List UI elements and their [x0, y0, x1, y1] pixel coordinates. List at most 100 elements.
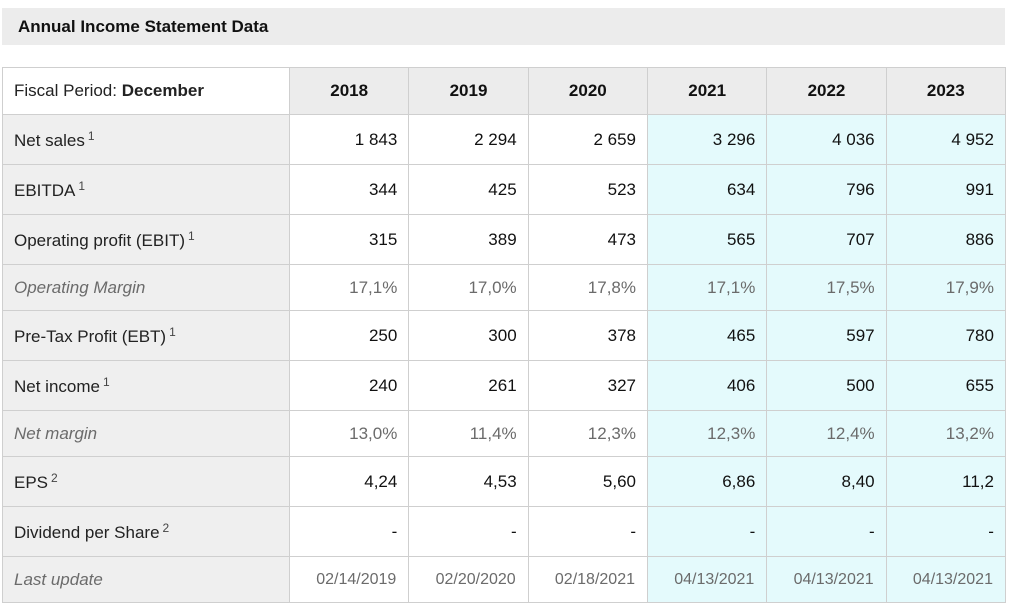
value-cell: 8,40: [766, 456, 887, 507]
footnote-marker: 1: [78, 178, 86, 193]
year-header: 2020: [527, 67, 648, 115]
value-cell: 3 296: [646, 114, 768, 165]
row-label: Pre-Tax Profit (EBT) 1: [2, 310, 290, 361]
value-cell: 406: [646, 360, 768, 411]
value-cell: 2 659: [527, 114, 648, 165]
value-cell: 378: [527, 310, 648, 361]
row-label: Dividend per Share 2: [2, 506, 290, 557]
footnote-marker: 2: [51, 470, 58, 485]
footnote-marker: 1: [188, 228, 195, 243]
value-cell: 634: [646, 164, 768, 215]
footnote-marker: 1: [87, 128, 95, 143]
table-row-net-margin: Net margin 13,0% 11,4% 12,3% 12,3% 12,4% 13,2%: [2, 410, 1006, 457]
value-cell: 17,0%: [408, 264, 529, 311]
income-statement-table: Fiscal Period: December 2018 2019 2020 2…: [2, 67, 1006, 603]
value-cell: 473: [527, 214, 648, 265]
value-cell: 327: [527, 360, 648, 411]
row-label-text: Net sales: [14, 130, 85, 150]
value-cell: 6,86: [646, 456, 768, 507]
value-cell: 17,5%: [766, 264, 887, 311]
value-cell: 17,1%: [646, 264, 768, 311]
value-cell: 11,2: [885, 456, 1006, 507]
value-cell: 17,1%: [288, 264, 410, 311]
row-label-text: Operating Margin: [14, 277, 146, 297]
value-cell: 991: [885, 164, 1006, 215]
value-cell: 655: [885, 360, 1006, 411]
row-label-text: Dividend per Share: [14, 522, 160, 542]
value-cell: 12,4%: [766, 410, 887, 457]
value-cell: 4,53: [408, 456, 529, 507]
value-cell: -: [646, 506, 768, 557]
table-row-eps: EPS 2 4,24 4,53 5,60 6,86 8,40 11,2: [2, 456, 1006, 507]
table-row-last-update: Last update 02/14/2019 02/20/2020 02/18/202…: [2, 556, 1006, 603]
value-cell: 4 036: [766, 114, 887, 165]
value-cell: 597: [766, 310, 887, 361]
value-cell: 04/13/2021: [766, 556, 887, 603]
value-cell: 523: [527, 164, 648, 215]
row-label-text: Pre-Tax Profit (EBT): [14, 326, 167, 346]
footnote-marker: 1: [169, 324, 176, 339]
value-cell: 315: [288, 214, 410, 265]
value-cell: 04/13/2021: [885, 556, 1006, 603]
row-label: EPS 2: [2, 456, 290, 507]
row-label-text: Net income: [14, 376, 100, 396]
value-cell: 11,4%: [408, 410, 529, 457]
fiscal-period-value: December: [121, 81, 204, 100]
value-cell: 250: [288, 310, 410, 361]
value-cell: 4 952: [885, 114, 1006, 165]
year-header: 2022: [766, 67, 887, 115]
value-cell: 425: [408, 164, 529, 215]
value-cell: 17,9%: [885, 264, 1006, 311]
table-row-net-income: Net income 1 240 261 327 406 500 655: [2, 360, 1006, 411]
table-row-dividend-per-share: Dividend per Share 2- - - - - -: [2, 506, 1006, 557]
value-cell: 886: [885, 214, 1006, 265]
year-header: 2018: [288, 67, 410, 115]
row-label: Operating profit (EBIT) 1: [2, 214, 290, 265]
row-label: Net income 1: [2, 360, 290, 411]
value-cell: 5,60: [527, 456, 648, 507]
value-cell: -: [766, 506, 887, 557]
table-row-net-sales: Net sales 1 1 843 2 294 2 659 3 296 4 036 4 952: [2, 114, 1006, 165]
row-label: Operating Margin: [2, 264, 290, 311]
row-label-text: Last update: [14, 569, 103, 589]
table-row-ebitda: EBITDA 1 344 425 523 634 796 991: [2, 164, 1006, 215]
row-label: Net sales 1: [2, 114, 290, 165]
fiscal-period-label: Fiscal Period:: [14, 81, 117, 100]
value-cell: 04/13/2021: [646, 556, 768, 603]
value-cell: 707: [766, 214, 887, 265]
table-row-operating-profit-ebit: Operating profit (EBIT) 1 315 389 473 565 707 8…: [2, 214, 1006, 265]
value-cell: 13,2%: [885, 410, 1006, 457]
table-header-row: Fiscal Period: December 2018 2019 2020 2…: [2, 67, 1006, 115]
row-label-text: EPS: [14, 472, 49, 492]
row-label: Net margin: [2, 410, 290, 457]
row-label-text: Net margin: [14, 423, 98, 443]
table-row-operating-margin: Operating Margin 17,1% 17,0% 17,8% 17,1% 17,5…: [2, 264, 1006, 311]
value-cell: 796: [766, 164, 887, 215]
value-cell: 1 843: [288, 114, 410, 165]
year-header: 2019: [408, 67, 529, 115]
year-header: 2021: [646, 67, 768, 115]
table-row-pre-tax-profit-ebt: Pre-Tax Profit (EBT) 1 250 300 378 465 597 780: [2, 310, 1006, 361]
value-cell: 2 294: [408, 114, 529, 165]
value-cell: 4,24: [288, 456, 410, 507]
value-cell: 17,8%: [527, 264, 648, 311]
row-label: EBITDA 1: [2, 164, 290, 215]
value-cell: 389: [408, 214, 529, 265]
footnote-marker: 2: [162, 520, 170, 535]
value-cell: 344: [288, 164, 410, 215]
value-cell: 02/20/2020: [408, 556, 529, 603]
section-title-text: Annual Income Statement Data: [18, 16, 269, 36]
value-cell: 02/14/2019: [288, 556, 410, 603]
value-cell: 780: [885, 310, 1006, 361]
value-cell: 500: [766, 360, 887, 411]
section-title: Annual Income Statement Data: [2, 8, 1005, 45]
footnote-marker: 1: [102, 374, 110, 389]
value-cell: 02/18/2021: [527, 556, 648, 603]
value-cell: -: [288, 506, 410, 557]
value-cell: 565: [646, 214, 768, 265]
value-cell: -: [885, 506, 1006, 557]
row-label: Last update: [2, 556, 290, 603]
value-cell: 12,3%: [646, 410, 768, 457]
row-label-text: EBITDA: [14, 180, 76, 200]
fiscal-period-cell: Fiscal Period: December: [2, 67, 290, 115]
